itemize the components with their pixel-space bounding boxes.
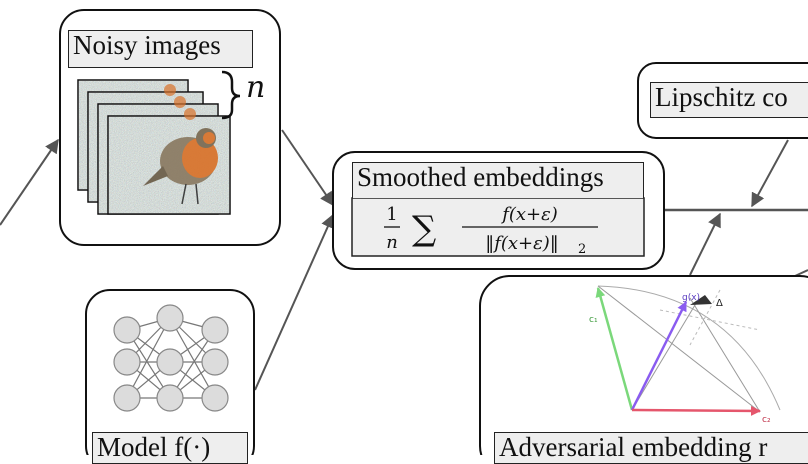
- lipschitz-label: Lipschitz co: [650, 82, 808, 118]
- noisy-image-stack: [77, 79, 231, 215]
- formula-sum: ∑: [412, 209, 436, 249]
- arrow-model-to-smoothed: [254, 213, 335, 391]
- formula-frac-num: 1: [386, 204, 397, 225]
- label-c2: c₂: [762, 415, 771, 425]
- arrow-lipschitz-to-line: [751, 139, 789, 208]
- label-delta: Δ: [716, 298, 723, 309]
- embedding-geometry-figure: g(x) Δ c₁ c₂: [589, 285, 781, 425]
- formula-den-sub: 2: [578, 242, 586, 257]
- label-g: g(x): [682, 293, 700, 303]
- adversarial-embedding-label: Adversarial embedding r: [494, 432, 808, 464]
- smoothed-embeddings-label: Smoothed embeddings: [352, 162, 644, 198]
- adversarial-box: [479, 275, 808, 455]
- robin-bird-image: [143, 128, 218, 205]
- label-c1: c₁: [589, 315, 598, 325]
- formula-frac-den: n: [386, 232, 398, 253]
- model-label: Model f(·): [92, 432, 248, 464]
- formula-num: f(x+ε): [500, 204, 558, 225]
- formula-den: ‖f(x+ε)‖: [485, 233, 559, 254]
- arrow-input-to-noisy: [0, 138, 59, 226]
- smoothed-formula: 1 n ∑ f(x+ε) ‖f(x+ε)‖ 2: [351, 197, 645, 257]
- count-symbol: n: [246, 70, 265, 105]
- neural-network-icon: [113, 304, 229, 412]
- arrow-noisy-to-smoothed: [281, 129, 334, 207]
- noisy-images-label: Noisy images: [68, 30, 253, 68]
- count-brace: [221, 70, 241, 120]
- connectors: [0, 129, 808, 391]
- arrow-adversarial-to-line: [689, 212, 721, 276]
